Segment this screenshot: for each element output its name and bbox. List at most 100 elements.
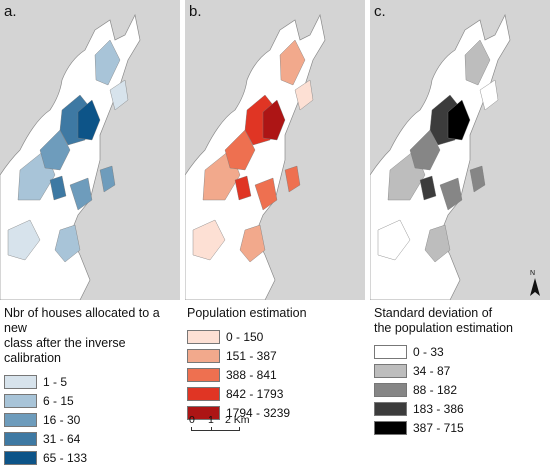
legend-item: 388 - 841 — [187, 365, 367, 384]
legend-label: 6 - 15 — [43, 393, 74, 408]
legend-item: 1 - 5 — [4, 372, 184, 391]
legend-swatch — [4, 374, 37, 389]
zone-group — [377, 39, 499, 263]
legend-rows: 0 - 33 34 - 87 88 - 182 183 - 386 387 - 715 — [374, 342, 550, 437]
legend-swatch — [187, 367, 220, 382]
legend-label: 1794 - 3239 — [226, 405, 291, 420]
zone-polygon — [409, 129, 441, 171]
legend-label: 183 - 386 — [413, 401, 464, 416]
land-polygon — [0, 13, 141, 300]
zone-polygon — [424, 224, 451, 263]
zone-polygon — [377, 219, 411, 261]
legend-swatch — [4, 393, 37, 408]
zone-polygon — [39, 129, 71, 171]
zone-polygon — [234, 175, 252, 201]
legend-label: 0 - 150 — [226, 329, 264, 344]
zone-polygon — [192, 219, 226, 261]
zone-polygon — [49, 175, 67, 201]
zone-polygon — [279, 39, 306, 86]
zone-polygon — [262, 99, 286, 141]
legend-swatch — [4, 412, 37, 427]
zone-polygon — [447, 99, 471, 141]
legend-item: 0 - 33 — [374, 342, 550, 361]
legend-item: 842 - 1793 — [187, 384, 367, 403]
scale-line — [191, 430, 240, 431]
north-arrow-icon — [530, 278, 540, 296]
zone-polygon — [419, 175, 437, 201]
scale-label-0: 0 — [189, 414, 195, 426]
zone-polygon — [7, 219, 41, 261]
legend-label: 151 - 387 — [226, 348, 277, 363]
legend-item: 151 - 387 — [187, 346, 367, 365]
legend-item: 0 - 150 — [187, 327, 367, 346]
legend-label: 1 - 5 — [43, 374, 68, 389]
zone-polygon — [239, 224, 266, 263]
map-c — [370, 13, 511, 300]
scale-tick — [239, 427, 240, 431]
zone-group — [7, 39, 129, 263]
legend-title: Population estimation — [187, 306, 307, 320]
land-polygon — [185, 13, 326, 300]
zone-polygon — [284, 165, 301, 193]
legend-item: 88 - 182 — [374, 380, 550, 399]
map-panel-b: b. — [185, 0, 365, 300]
zone-polygon — [69, 177, 93, 211]
zone-polygon — [94, 39, 121, 86]
panel-label-c: c. — [374, 3, 386, 20]
legend-label: 0 - 33 — [413, 344, 444, 359]
legend-rows: 0 - 150 151 - 387 388 - 841 842 - 1793 1794 … — [187, 327, 367, 422]
zone-polygon — [439, 177, 463, 211]
land-polygon — [370, 13, 511, 300]
legend-swatch — [4, 450, 37, 465]
map-panel-c: c. — [370, 0, 550, 300]
legend-rows: 1 - 5 6 - 15 16 - 30 31 - 64 65 - 133 — [4, 372, 184, 467]
legend-swatch — [4, 431, 37, 446]
legend-label: 34 - 87 — [413, 363, 451, 378]
scale-label-1: 1 — [208, 414, 214, 426]
legend-b: Population estimation 0 - 150 151 - 387 38… — [187, 306, 367, 422]
legend-item: 65 - 133 — [4, 448, 184, 467]
zone-polygon — [469, 165, 486, 193]
zone-polygon — [99, 165, 116, 193]
panel-label-a: a. — [4, 3, 17, 20]
zone-polygon — [109, 79, 129, 111]
legend-swatch — [374, 420, 407, 435]
legend-item: 183 - 386 — [374, 399, 550, 418]
legend-item: 387 - 715 — [374, 418, 550, 437]
north-letter: N — [530, 270, 536, 277]
zone-polygon — [254, 177, 278, 211]
legend-item: 34 - 87 — [374, 361, 550, 380]
zone-polygon — [224, 129, 256, 171]
scale-bar: 0 1 2 Km — [187, 414, 267, 442]
zone-polygon — [54, 224, 81, 263]
legend-label: 388 - 841 — [226, 367, 277, 382]
legend-item: 6 - 15 — [4, 391, 184, 410]
zone-group — [192, 39, 314, 263]
legend-swatch — [187, 329, 220, 344]
legend-swatch — [374, 401, 407, 416]
legend-item: 16 - 30 — [4, 410, 184, 429]
zone-polygon — [464, 39, 491, 86]
legend-c: Standard deviation of the population est… — [374, 306, 550, 437]
legend-swatch — [374, 344, 407, 359]
legend-item: 31 - 64 — [4, 429, 184, 448]
legend-swatch — [187, 386, 220, 401]
panel-label-b: b. — [189, 3, 202, 20]
legend-swatch — [374, 363, 407, 378]
legend-title: Standard deviation of the population est… — [374, 306, 513, 335]
legend-label: 16 - 30 — [43, 412, 81, 427]
legend-swatch — [187, 348, 220, 363]
legend-label: 65 - 133 — [43, 450, 88, 465]
zone-polygon — [294, 79, 314, 111]
legend-label: 387 - 715 — [413, 420, 464, 435]
scale-tick — [211, 427, 212, 431]
legend-label: 88 - 182 — [413, 382, 458, 397]
legend-swatch — [187, 405, 220, 420]
legend-label: 842 - 1793 — [226, 386, 284, 401]
scale-label-2: 2 Km — [225, 414, 250, 426]
map-a — [0, 13, 141, 300]
legend-swatch — [374, 382, 407, 397]
legend-item: 1794 - 3239 — [187, 403, 367, 422]
north-arrow: N — [525, 270, 545, 298]
legend-label: 31 - 64 — [43, 431, 81, 446]
